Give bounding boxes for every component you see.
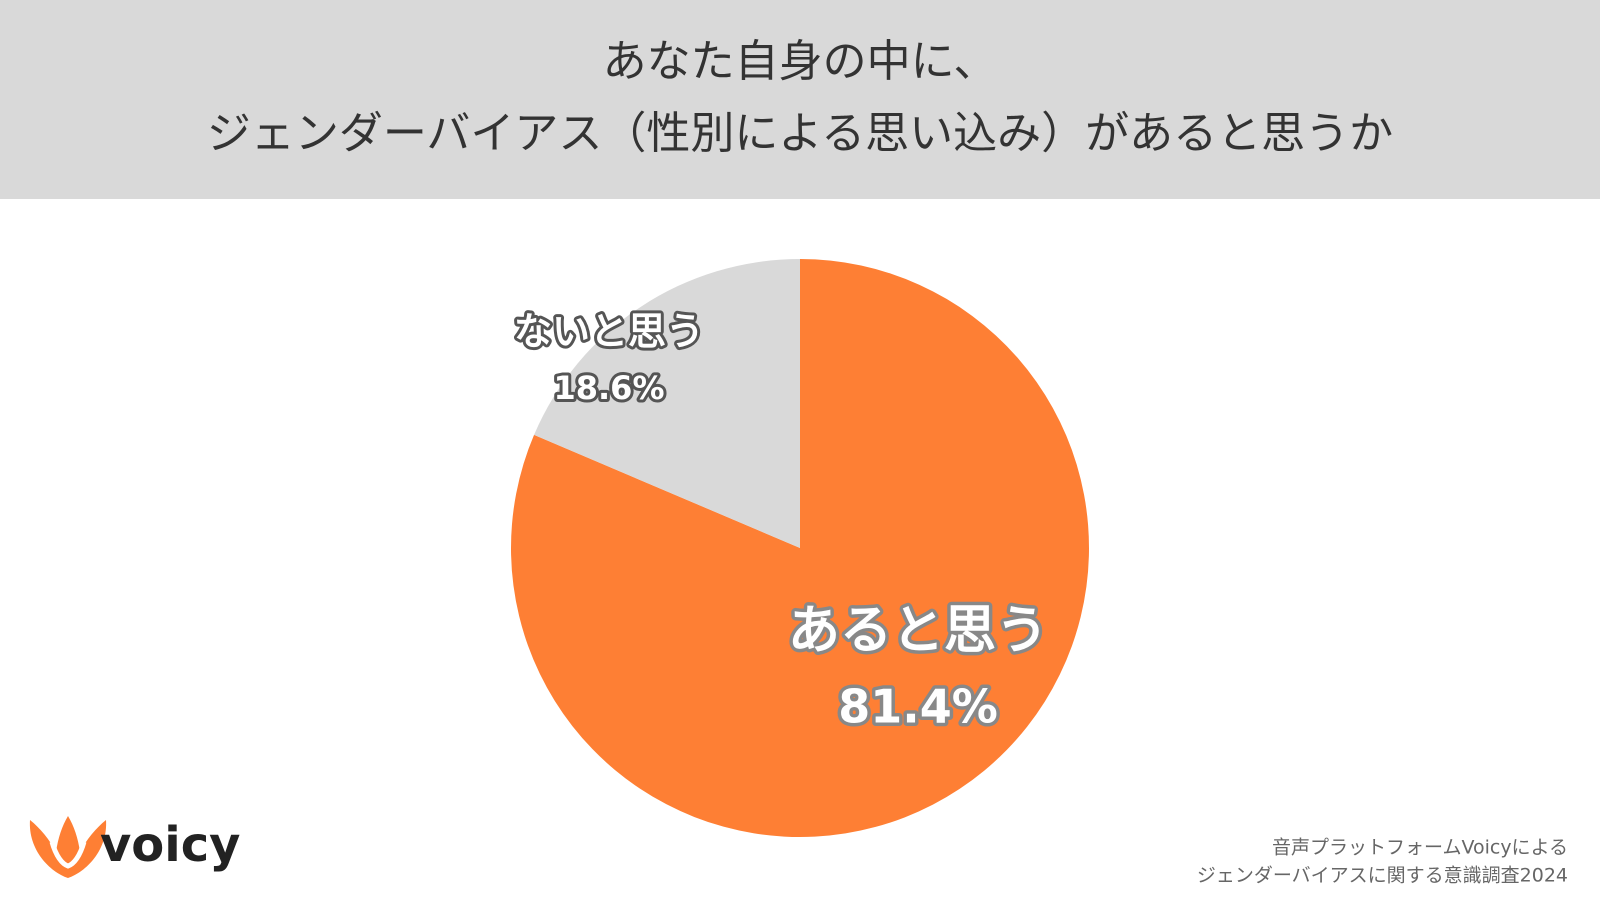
pie: [510, 259, 1090, 837]
logo-icon-inner: [49, 841, 87, 869]
slice-label: あると思う: [788, 601, 1048, 661]
pie-slice: [534, 259, 800, 548]
chart-title: ジェンダーバイアス（性別による思い込み）があると思うか: [207, 108, 1393, 159]
title-band: [0, 0, 1600, 199]
slice-value-label: 18.6%: [553, 369, 664, 407]
slice-value-label: 81.4%: [838, 680, 998, 734]
logo-text: voicy: [100, 817, 240, 873]
slice-label: ないと思う: [514, 310, 704, 354]
pie-labels: あると思う 81.4% ないと思う 18.6%: [511, 307, 1052, 738]
source-note: ジェンダーバイアスに関する意識調査2024: [1197, 865, 1568, 887]
chart-title: あなた自身の中に、: [603, 36, 998, 87]
logo-icon: [29, 816, 107, 878]
logo: voicy: [29, 816, 240, 878]
source-note: 音声プラットフォームVoicyによる: [1272, 837, 1568, 859]
